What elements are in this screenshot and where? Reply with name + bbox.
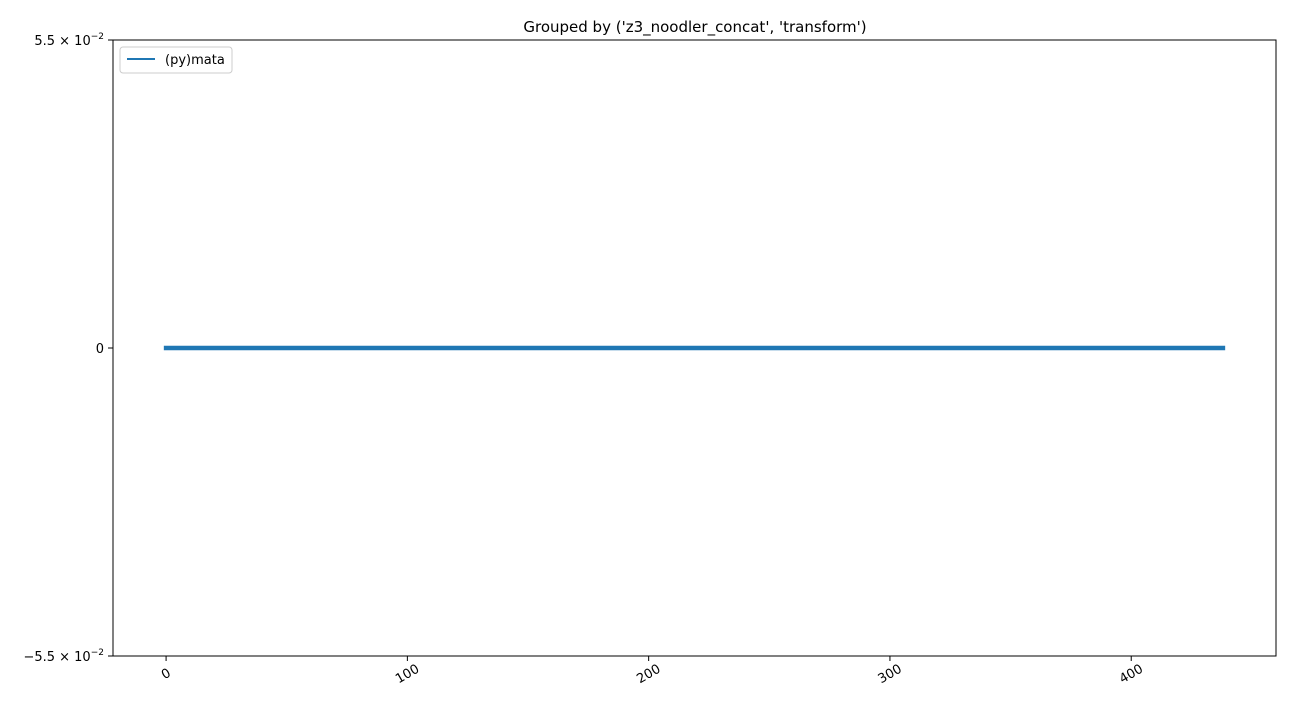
legend-label: (py)mata [165, 53, 225, 68]
legend-box [119, 46, 233, 74]
x-axis: 0 100 200 300 400 [159, 656, 1146, 687]
x-tick-label: 100 [393, 662, 422, 687]
x-tick-label: 400 [1117, 662, 1146, 687]
y-tick-label: 5.5 × 10−2 [34, 32, 104, 49]
chart-title: Grouped by ('z3_noodler_concat', 'transf… [523, 18, 866, 37]
y-tick-label: −5.5 × 10−2 [23, 648, 104, 665]
x-tick-label: 0 [159, 666, 174, 683]
y-axis: −5.5 × 10−2 0 5.5 × 10−2 [23, 32, 113, 665]
x-tick-label: 300 [876, 662, 905, 687]
x-tick-label: 200 [634, 662, 663, 687]
legend: (py)mata [119, 46, 233, 74]
y-tick-label: 0 [96, 342, 104, 357]
